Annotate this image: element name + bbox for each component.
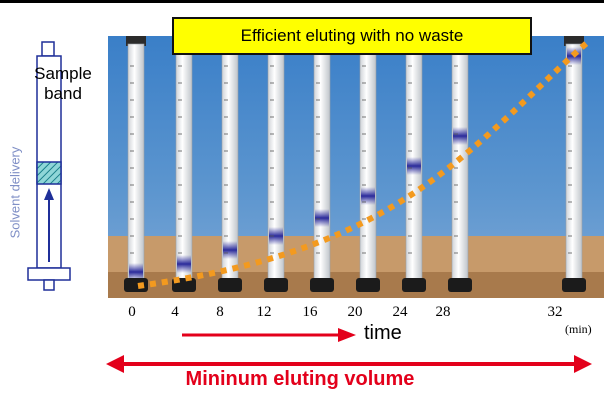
time-tick-label: 8 [216, 304, 224, 320]
right-arrow-icon [574, 355, 592, 373]
time-tick-label: 28 [435, 304, 451, 320]
column-tube [310, 36, 334, 292]
sample-band-rect [36, 161, 62, 185]
column-bottom-fitting [27, 267, 71, 281]
sample-band [223, 241, 237, 259]
time-tick-label: 16 [302, 304, 318, 320]
volume-double-arrow [106, 355, 592, 373]
sample-band [361, 187, 375, 205]
sample-band [453, 127, 467, 145]
column-tube [402, 36, 426, 292]
sample-band [407, 157, 421, 175]
solvent-delivery-label: Solvent delivery [7, 146, 23, 239]
time-label: time [364, 322, 402, 344]
efficient-eluting-callout: Efficient eluting with no waste [172, 17, 532, 55]
time-tick-label: 0 [128, 304, 136, 320]
time-tick-label: 32 [547, 304, 563, 320]
column-tubes [124, 36, 586, 292]
minimum-eluting-volume-label: Mininum eluting volume [185, 368, 415, 390]
column-outlet [43, 279, 55, 291]
sample-band [177, 255, 191, 273]
time-tick-label: 12 [256, 304, 272, 320]
column-tube [124, 36, 148, 292]
time-tick-label: 24 [392, 304, 408, 320]
left-arrow-icon [106, 355, 124, 373]
time-tick-label: 20 [347, 304, 363, 320]
up-arrow-icon [44, 188, 54, 200]
sample-band-label: Sample band [34, 64, 92, 103]
top-border-line [0, 0, 604, 3]
sample-band [269, 227, 283, 245]
time-tick-label: 4 [171, 304, 179, 320]
column-photo [108, 36, 604, 298]
sample-band [129, 263, 143, 281]
column-schematic [27, 41, 71, 291]
elution-trajectory [137, 39, 590, 289]
right-arrow-icon [338, 328, 356, 342]
column-top-cap [41, 41, 55, 57]
time-unit: (min) [565, 322, 592, 336]
time-arrow [182, 328, 356, 342]
sample-band [315, 209, 329, 227]
